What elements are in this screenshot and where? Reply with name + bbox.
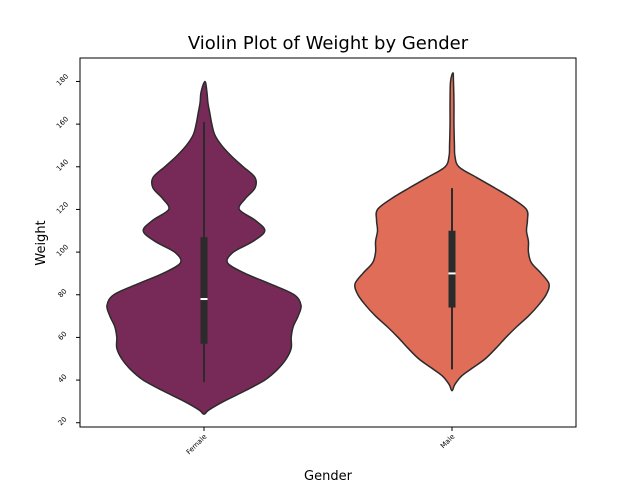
plot-frame (79, 57, 577, 428)
iqr-box-male (448, 230, 456, 308)
y-tick-label-100: 100 (55, 243, 70, 258)
y-tick-label-140: 140 (55, 158, 70, 173)
y-tick-label-40: 40 (57, 373, 69, 385)
y-tick-label-60: 60 (57, 330, 69, 342)
plot-area (106, 72, 550, 415)
chart-title: Violin Plot of Weight by Gender (188, 33, 469, 54)
y-tick-label-160: 160 (55, 115, 70, 130)
y-tick-label-80: 80 (57, 287, 69, 299)
y-axis-label: Weight (34, 220, 49, 265)
iqr-box-female (200, 237, 208, 344)
x-tick-label-male: Male (439, 433, 456, 450)
x-tick-label-female: Female (185, 433, 209, 457)
y-tick-label-120: 120 (55, 200, 70, 215)
y-tick-label-20: 20 (57, 415, 69, 427)
x-axis-label: Gender (304, 469, 353, 480)
y-tick-label-180: 180 (55, 72, 70, 87)
